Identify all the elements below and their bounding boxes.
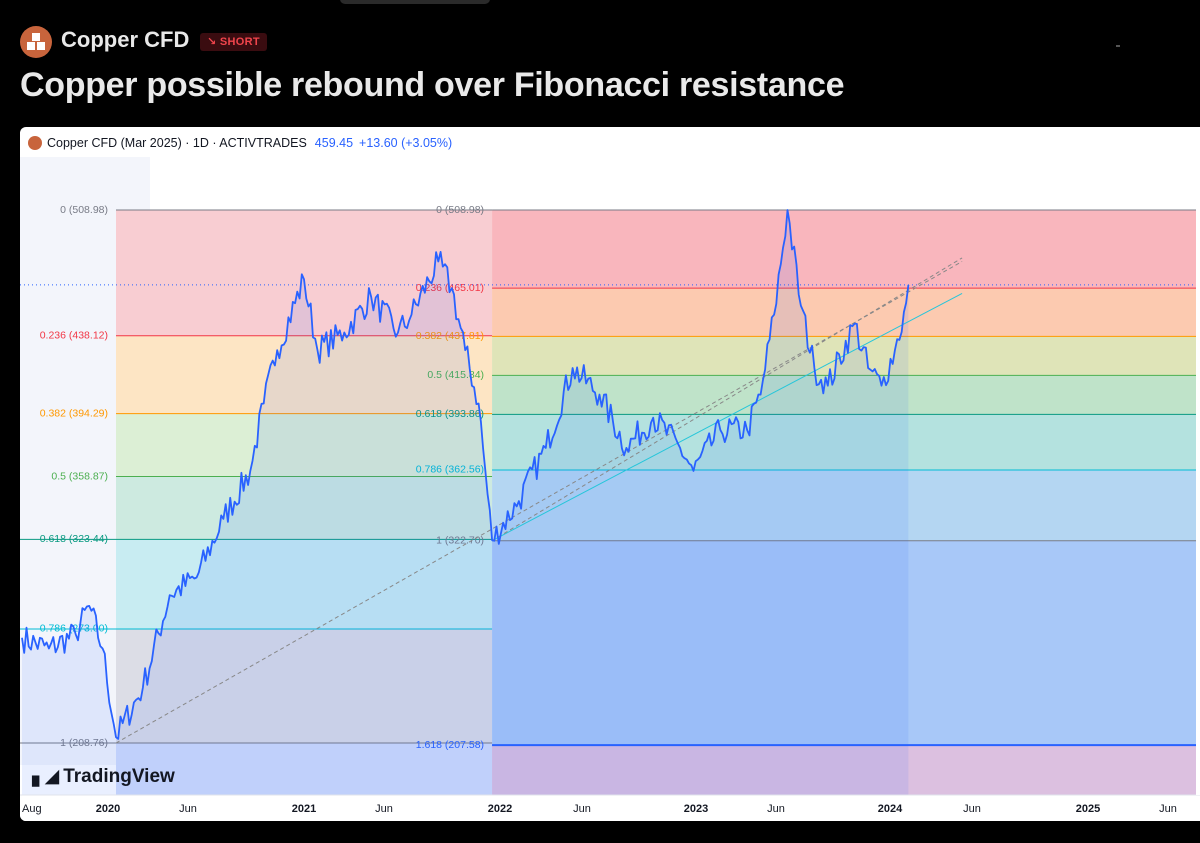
- fib-extension-label: 0.786 (362.56): [416, 464, 484, 476]
- time-axis-label: Jun: [573, 803, 591, 815]
- fib-retracement-label: 0.236 (438.12): [40, 330, 108, 342]
- time-axis-label: 2023: [684, 803, 708, 815]
- fib-retracement-label: 1 (208.76): [60, 737, 108, 749]
- top-bar: Copper CFD ↘ SHORT Copper possible rebou…: [0, 0, 1200, 126]
- window-handle: [340, 0, 490, 4]
- fib-retracement-zone: [116, 210, 493, 336]
- tradingview-logo-icon: ▖◢: [32, 766, 59, 787]
- time-axis-label: 2024: [878, 803, 903, 815]
- fib-extension-zone: [492, 210, 1200, 289]
- time-axis-label: Jun: [963, 803, 981, 815]
- fib-retracement-zone: [116, 628, 493, 743]
- fib-retracement-label: 0.5 (358.87): [51, 470, 108, 482]
- chart-panel[interactable]: 0 (508.98) 0.236 (438.12) 0.382 (394.29) 0.…: [20, 127, 1200, 821]
- copper-logo-icon: [20, 26, 52, 58]
- fib-extension-label: 1 (322.70): [436, 534, 484, 546]
- price-area: [22, 210, 909, 795]
- price-scale-edge: [1196, 127, 1200, 795]
- trendline: [491, 292, 963, 542]
- fib-extension-label: 0.618 (393.86): [416, 408, 484, 420]
- price-change: +13.60 (+3.05%): [359, 136, 453, 150]
- time-axis-label: Jun: [375, 803, 393, 815]
- symbol-name[interactable]: Copper CFD: [61, 27, 190, 52]
- fib-retracement-label: 0.618 (323.44): [40, 533, 108, 545]
- fib-retracement-zone: [116, 539, 493, 629]
- trendline: [491, 257, 963, 542]
- fib-extension-zone: [492, 414, 1200, 470]
- fib-extension-zone: [492, 469, 1200, 541]
- chart-legend: Copper CFD (Mar 2025) · 1D · ACTIVTRADES…: [28, 134, 452, 152]
- time-axis-label: 2022: [488, 803, 512, 815]
- instrument-label: Copper CFD (Mar 2025) · 1D · ACTIVTRADES: [47, 136, 307, 150]
- time-axis-label: Jun: [767, 803, 785, 815]
- time-axis-label: 2020: [96, 803, 120, 815]
- fib-retracement-zone: [116, 476, 493, 540]
- instrument-icon: [28, 136, 42, 150]
- fib-extension-label: 0 (508.98): [436, 204, 484, 216]
- fib-extension-label: 0.382 (437.81): [416, 330, 484, 342]
- time-axis-label: Jun: [179, 803, 197, 815]
- menu-dots-icon[interactable]: [1116, 45, 1120, 47]
- idea-title: Copper possible rebound over Fibonacci r…: [20, 66, 845, 104]
- time-axis-label: 2025: [1076, 803, 1100, 815]
- short-badge: ↘ SHORT: [200, 33, 267, 51]
- fib-retracement-zone: [116, 743, 493, 795]
- time-axis-label: 2021: [292, 803, 316, 815]
- fib-retracement-label: 0.382 (394.29): [40, 407, 108, 419]
- trendline: [115, 261, 963, 744]
- fib-extension-zone: [492, 288, 1200, 337]
- time-axis: [20, 795, 1200, 821]
- fib-retracement-zone: [116, 413, 493, 477]
- time-axis-label: Jun: [1159, 803, 1177, 815]
- fib-extension-zone: [492, 540, 1200, 746]
- time-axis-label: Aug: [22, 803, 42, 815]
- fib-retracement-zone: [116, 335, 493, 414]
- fib-retracement-label: 0 (508.98): [60, 204, 108, 216]
- tradingview-watermark[interactable]: ▖◢ TradingView: [32, 765, 175, 788]
- price-chart[interactable]: 0 (508.98) 0.236 (438.12) 0.382 (394.29) 0.…: [20, 127, 1200, 821]
- fib-extension-zone: [492, 745, 1200, 795]
- last-price: 459.45: [314, 136, 354, 150]
- price-line: [21, 209, 910, 740]
- watermark-text: TradingView: [63, 765, 175, 787]
- fib-extension-label: 1.618 (207.58): [416, 739, 484, 751]
